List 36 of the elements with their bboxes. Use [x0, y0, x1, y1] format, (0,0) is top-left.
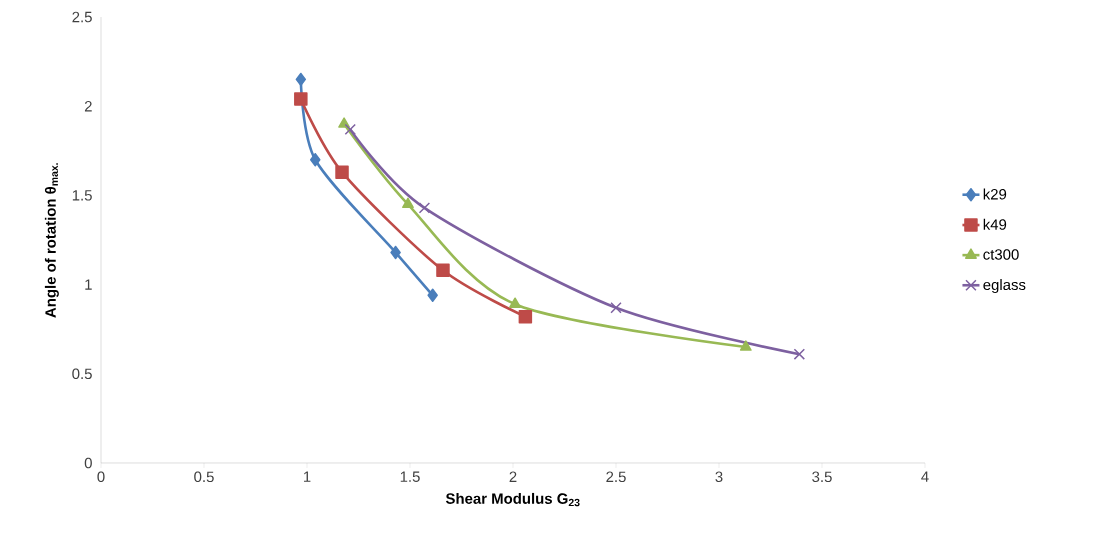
- point: [418, 202, 431, 214]
- legend-label: ct300: [983, 249, 1019, 260]
- point: [427, 288, 438, 303]
- x-tick-label: 3: [715, 471, 723, 483]
- point: [793, 348, 806, 360]
- point: [610, 302, 622, 314]
- x-tick-label: 0.5: [194, 471, 214, 483]
- x-tick-label: 2.5: [606, 471, 626, 483]
- point: [518, 309, 533, 324]
- x-tick-label: 2: [509, 471, 517, 482]
- y-axis-title: Angle of rotation θ$_{max.}$: [44, 163, 59, 318]
- legend-label: k49: [983, 218, 1007, 230]
- y-tick-label: 1: [85, 279, 92, 290]
- legend-label: k29: [983, 188, 1007, 200]
- point: [739, 340, 752, 351]
- point: [436, 263, 450, 278]
- y-tick-label: 2: [84, 100, 92, 112]
- point: [295, 72, 307, 87]
- point: [390, 245, 401, 260]
- x-tick-label: 4: [921, 471, 929, 482]
- x-tick-label: 1: [303, 471, 311, 482]
- y-tick-label: 0: [84, 457, 92, 469]
- y-tick-label: 2.5: [72, 11, 92, 23]
- point: [335, 165, 349, 179]
- x-tick-label: 0: [97, 471, 105, 483]
- point: [344, 123, 356, 136]
- point: [310, 152, 321, 167]
- x-tick-label: 1.5: [400, 471, 420, 482]
- y-tick-label: 1.5: [72, 190, 92, 201]
- point: [402, 197, 414, 209]
- legend-label: eglass: [983, 279, 1026, 294]
- x-tick-label: 3.5: [812, 471, 832, 483]
- point: [509, 297, 522, 308]
- y-tick-label: 0.5: [72, 368, 92, 380]
- point: [294, 92, 308, 106]
- x-axis-title: Shear Modulus G$_{23}$: [445, 492, 580, 507]
